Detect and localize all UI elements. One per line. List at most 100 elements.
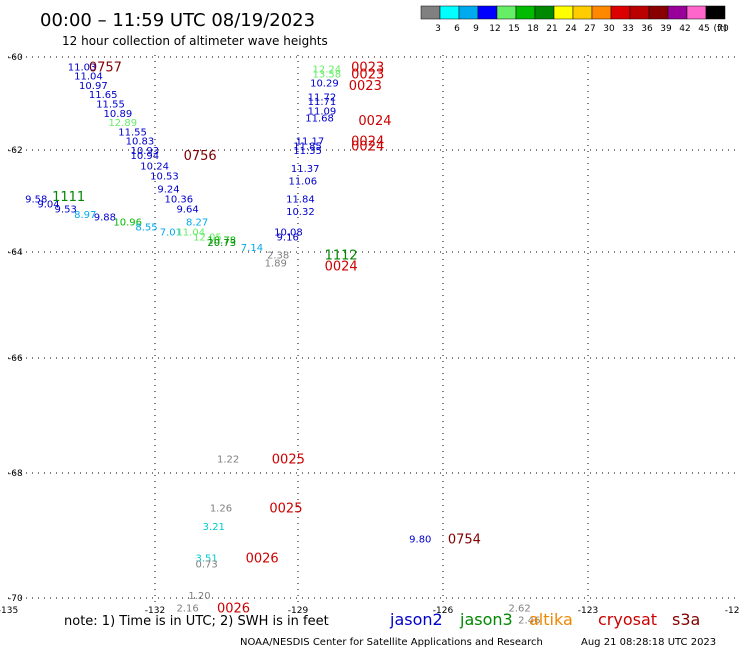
color-legend: 3 6 9 12 15 18 21 24 27 30 33 36 39 42 45 70(ft)	[420, 5, 729, 34]
pass-time-label: 0026	[217, 601, 250, 616]
wave-height-label: 12.89	[108, 118, 137, 129]
wave-height-label: 13.58	[313, 69, 342, 80]
note-text: note: 1) Time is in UTC; 2) SWH is in fe…	[64, 614, 329, 629]
legend-level-label: 39	[660, 24, 672, 34]
wave-height-label: 8.97	[74, 210, 96, 221]
legend-swatch	[420, 5, 441, 20]
y-tick-label: -68	[8, 469, 23, 479]
legend-swatch	[591, 5, 612, 20]
satellite-label: jason3	[459, 610, 513, 629]
pass-time-label: 0024	[351, 139, 384, 154]
satellite-legend: jason2 jason3 altika cryosat s3a	[389, 610, 700, 629]
wave-height-label: 11.06	[288, 177, 317, 188]
x-tick-label: -135	[0, 606, 18, 616]
wave-height-label: 8.55	[135, 223, 157, 234]
legend-level-label: 36	[641, 24, 653, 34]
wave-height-label: 9.53	[55, 205, 77, 216]
pass-time-label: 1112	[325, 249, 358, 264]
wave-height-label: 9.04	[37, 200, 59, 211]
credit-right: Aug 21 08:28:18 UTC 2023	[581, 637, 716, 648]
wave-height-label: 9.24	[157, 184, 179, 195]
pass-time-label: 0024	[325, 259, 358, 274]
wave-height-label: 1.26	[210, 503, 232, 514]
wave-height-label: 11.84	[286, 194, 315, 205]
credit-left: NOAA/NESDIS Center for Satellite Applica…	[240, 637, 543, 648]
wave-height-label: 12.05	[193, 233, 222, 244]
satellite-label: s3a	[672, 610, 700, 629]
legend-level-label: 21	[546, 24, 557, 34]
wave-height-label: 7.01	[160, 228, 182, 239]
legend-swatch	[667, 5, 688, 20]
pass-time-label: 1111	[52, 190, 85, 205]
map-grid	[8, 55, 735, 603]
wave-height-label: 10.36	[165, 194, 194, 205]
wave-height-label: 11.03	[68, 62, 97, 73]
wave-height-label: 0.73	[196, 560, 218, 571]
wave-height-label: 9.88	[94, 212, 116, 223]
wave-height-label: 11.09	[308, 106, 337, 117]
wave-height-label: 11.37	[291, 164, 320, 175]
legend-level-label: 6	[454, 24, 460, 34]
wave-height-label: 10.97	[79, 81, 108, 92]
y-tick-label: -64	[8, 248, 23, 258]
legend-swatch	[458, 5, 479, 20]
pass-time-label: 0754	[448, 533, 481, 548]
wave-height-label: 10.89	[104, 109, 133, 120]
pass-time-label: 0023	[349, 79, 382, 94]
wave-height-label: 11.71	[308, 97, 337, 108]
wave-height-label: 10.08	[274, 228, 303, 239]
x-tick-label: -123	[578, 606, 598, 616]
wave-height-label: 10.29	[310, 79, 339, 90]
legend-swatch	[648, 5, 669, 20]
legend-swatch	[515, 5, 536, 20]
wave-height-label: 11.04	[176, 228, 205, 239]
wave-height-label: 9.64	[176, 205, 198, 216]
wave-height-label: 2.16	[176, 603, 198, 614]
legend-level-label: 15	[508, 24, 519, 34]
wave-height-label: 2.46	[518, 616, 540, 627]
wave-height-label: 2.38	[267, 251, 289, 262]
wave-height-label: 10.78	[207, 235, 236, 246]
wave-height-label: 1.20	[188, 591, 210, 602]
legend-level-label: 70	[717, 24, 729, 34]
wave-height-label: 10.83	[126, 137, 155, 148]
legend-swatch	[572, 5, 593, 20]
wave-height-label: 11.72	[308, 93, 337, 104]
wave-height-label: 11.17	[296, 137, 325, 148]
legend-level-label: 45	[698, 24, 709, 34]
legend-swatch	[439, 5, 460, 20]
wave-height-label: 1.22	[217, 455, 239, 466]
legend-swatch	[477, 5, 498, 20]
pass-time-label: 0024	[351, 135, 384, 150]
wave-height-label: 11.68	[305, 113, 334, 124]
pass-time-label: 0023	[351, 67, 384, 82]
satellite-label: altika	[529, 610, 573, 629]
wave-height-label: 9.58	[25, 194, 47, 205]
legend-swatch	[705, 5, 726, 20]
wave-height-label: 11.85	[293, 141, 322, 152]
satellite-label: cryosat	[598, 610, 657, 629]
y-tick-label: -66	[8, 354, 23, 364]
legend-level-label: 12	[489, 24, 500, 34]
axis-ticks: -60 -62 -64 -66 -68 -70 -135 -132 -129 -126 -123 -1…	[0, 53, 740, 616]
wave-height-label: 7.14	[241, 243, 263, 254]
legend-level-label: 18	[527, 24, 539, 34]
satellite-label: jason2	[389, 610, 443, 629]
legend-unit: (ft)	[713, 24, 727, 34]
pass-time-label: 0025	[269, 501, 302, 516]
wave-height-label: 2.62	[508, 603, 530, 614]
legend-level-label: 42	[679, 24, 690, 34]
legend-level-label: 33	[622, 24, 633, 34]
chart-subtitle: 12 hour collection of altimeter wave hei…	[62, 34, 328, 48]
pass-time-label: 0026	[246, 551, 279, 566]
y-tick-label: -60	[8, 53, 23, 63]
wave-height-label: 10.93	[131, 146, 160, 157]
wave-height-label: 9.80	[409, 535, 431, 546]
wave-height-label: 20.73	[207, 238, 236, 249]
x-tick-label: -132	[145, 606, 165, 616]
wave-height-label: 8.27	[186, 217, 208, 228]
wave-height-label: 3.51	[196, 553, 218, 564]
legend-swatch	[610, 5, 631, 20]
wave-height-label: 12.24	[313, 65, 342, 76]
